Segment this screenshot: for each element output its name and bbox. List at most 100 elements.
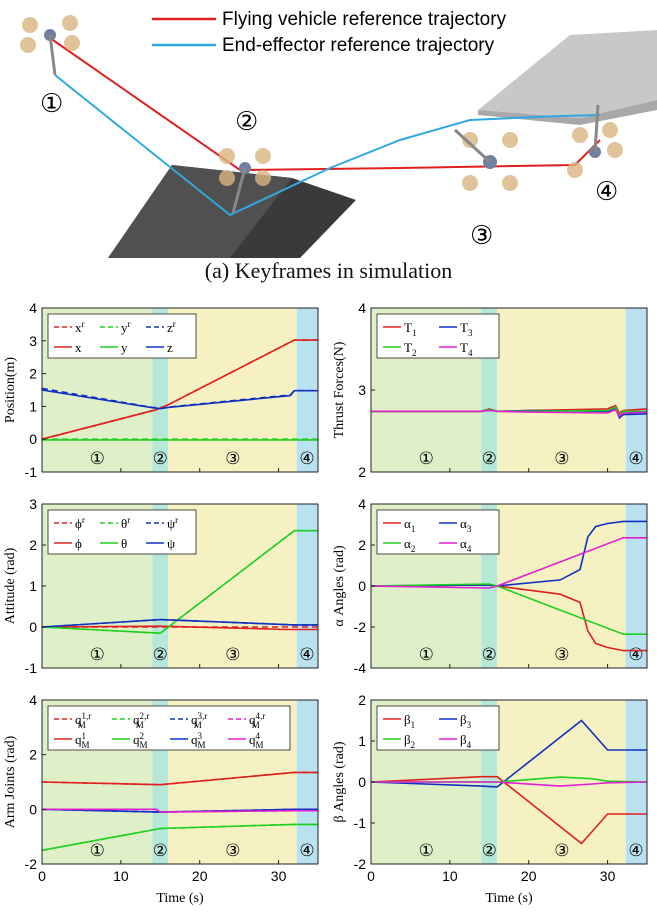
legend-box <box>376 705 500 751</box>
legend-label: ψr <box>167 515 178 531</box>
legend-label: zr <box>167 319 176 335</box>
series-line-T4 <box>371 408 648 418</box>
phase-label: ② <box>153 841 168 861</box>
x-axis-label: Time (s) <box>485 891 533 906</box>
y-axis-label: β Angles (rad) <box>332 741 347 822</box>
y-tick-label: 2 <box>29 366 37 382</box>
y-tick-label: 1 <box>358 733 366 749</box>
y-tick-label: 3 <box>29 496 37 512</box>
phase-label: ④ <box>299 841 314 861</box>
phase-label: ② <box>482 449 497 469</box>
series-line-b3 <box>370 719 647 788</box>
y-tick-label: -1 <box>25 464 38 480</box>
right-platform-front <box>478 100 657 125</box>
phase-label: ③ <box>554 645 569 665</box>
legend-label: q2 M <box>133 731 148 750</box>
phase-label: ④ <box>628 841 643 861</box>
phase-label: ④ <box>299 645 314 665</box>
y-tick-label: -2 <box>354 856 367 872</box>
simulation-keyframes: Flying vehicle reference trajectory End-… <box>20 9 657 258</box>
x-tick-label: 10 <box>442 868 458 884</box>
phase-label: ③ <box>225 841 240 861</box>
plot-frame <box>41 307 319 473</box>
legend-label: x <box>75 340 82 355</box>
phase-label: ① <box>90 449 105 469</box>
series-line-phi <box>41 625 318 631</box>
phase-label: ② <box>153 645 168 665</box>
y-tick-label: 3 <box>358 382 366 398</box>
phase-label: ③ <box>225 449 240 469</box>
legend-label: α2 <box>404 536 415 554</box>
panel-position: ① ② ③ ④ -1 0 1 2 3 4 Position(m) xr yr zr x y z <box>3 300 319 480</box>
y-tick-label: 3 <box>29 333 37 349</box>
legend-box <box>376 509 500 555</box>
y-tick-label: 0 <box>29 619 37 635</box>
x-tick-label: 30 <box>600 868 616 884</box>
drone-icon <box>453 128 518 191</box>
y-axis-label: Attitude (rad) <box>3 547 18 624</box>
series-line-q4 <box>42 808 318 813</box>
phase-label: ② <box>482 841 497 861</box>
x-tick-label: 20 <box>192 868 208 884</box>
legend-label: yr <box>121 319 131 335</box>
phase-label: ② <box>153 449 168 469</box>
series-line-q1 <box>41 771 318 786</box>
legend-label: z <box>167 340 173 355</box>
y-tick-label: 2 <box>358 692 366 708</box>
panel-attitude: ① ② ③ ④ -1 0 1 2 3 Attitude (rad) ϕr θr ψr ϕ θ ψ <box>3 496 319 676</box>
legend-box <box>47 705 291 751</box>
legend-label: q3 M <box>191 731 206 750</box>
y-axis-label: Thrust Forces(N) <box>332 341 347 438</box>
x-tick-label: 0 <box>367 868 375 884</box>
phase-label: ① <box>90 645 105 665</box>
phase-label: ④ <box>299 449 314 469</box>
legend-box <box>47 313 197 359</box>
y-tick-label: 4 <box>29 692 37 708</box>
y-tick-label: 2 <box>358 537 366 553</box>
y-tick-label: 1 <box>29 578 37 594</box>
legend-box <box>47 509 197 555</box>
phase-label: ④ <box>628 449 643 469</box>
panel-alpha: ① ② ③ ④ -4 -2 0 2 4 α Angles (rad) α1 α3 α2 α4 <box>332 496 648 676</box>
legend-label: ψ <box>167 536 175 551</box>
ee-trajectory <box>54 74 601 217</box>
y-tick-label: -1 <box>354 815 367 831</box>
keyframe-label-3: ③ <box>470 221 493 251</box>
drone-icon <box>20 15 80 76</box>
figure-caption: (a) Keyframes in simulation <box>204 258 453 283</box>
x-tick-label: 10 <box>113 868 129 884</box>
left-platform-top <box>108 165 292 258</box>
y-axis-label: α Angles (rad) <box>332 545 347 627</box>
legend-vehicle: Flying vehicle reference trajectory <box>222 9 507 30</box>
phase-label: ① <box>90 841 105 861</box>
keyframe-label-1: ① <box>40 89 63 119</box>
legend-label: β2 <box>404 732 415 750</box>
phase-band <box>497 700 626 864</box>
plot-frame <box>41 699 319 865</box>
phase-label: ② <box>482 645 497 665</box>
phase-label: ① <box>419 645 434 665</box>
y-tick-label: 0 <box>358 774 366 790</box>
legend-label: ϕ <box>75 536 82 551</box>
legend-label: β4 <box>460 732 472 750</box>
phase-band <box>497 504 626 668</box>
legend-label: α4 <box>460 536 472 554</box>
legend-label: θ <box>121 536 127 551</box>
y-tick-label: -2 <box>25 856 38 872</box>
legend-label: α3 <box>460 516 472 534</box>
y-axis-label: Position(m) <box>3 357 18 423</box>
y-tick-label: 4 <box>358 300 366 316</box>
legend-label: xr <box>75 319 85 335</box>
x-axis-label: Time (s) <box>156 891 204 906</box>
phase-band <box>296 504 318 668</box>
phase-label: ① <box>419 841 434 861</box>
y-tick-label: 1 <box>29 398 37 414</box>
right-platform <box>478 30 657 118</box>
phase-band <box>296 700 318 864</box>
phase-label: ① <box>419 449 434 469</box>
legend-ee: End-effector reference trajectory <box>222 35 495 56</box>
y-tick-label: -2 <box>354 619 367 635</box>
phase-band <box>625 504 647 668</box>
